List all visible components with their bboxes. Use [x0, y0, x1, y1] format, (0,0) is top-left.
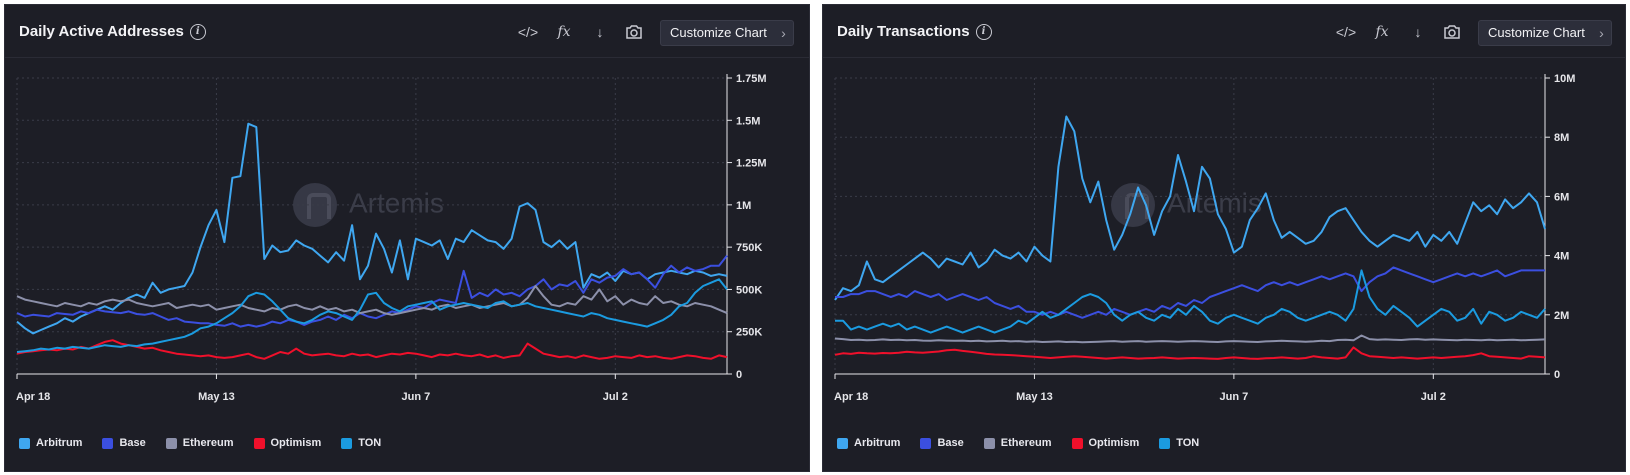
- y-tick-label: 4M: [1554, 251, 1569, 263]
- x-tick-label: Jul 2: [1421, 391, 1446, 403]
- panel-header: Daily Transactions i </> fx ↓ Customize C…: [823, 5, 1625, 58]
- y-tick-label: 250K: [736, 327, 762, 339]
- download-icon[interactable]: ↓: [596, 24, 604, 40]
- x-tick-label: Apr 18: [834, 391, 868, 403]
- legend-item-ethereum[interactable]: Ethereum: [165, 437, 234, 449]
- download-icon[interactable]: ↓: [1414, 24, 1422, 40]
- chevron-right-icon: ›: [781, 25, 786, 41]
- y-tick-label: 6M: [1554, 191, 1569, 203]
- series-line-base: [835, 266, 1545, 319]
- x-tick-label: May 13: [198, 391, 235, 403]
- embed-code-icon[interactable]: </>: [1335, 24, 1357, 40]
- legend-swatch: [983, 437, 995, 449]
- chart-legend: Arbitrum Base Ethereum Optimism TON: [837, 437, 1199, 449]
- legend-item-base[interactable]: Base: [102, 437, 146, 449]
- info-icon[interactable]: i: [189, 24, 206, 41]
- chart-panel-daily-transactions: Daily Transactions i </> fx ↓ Customize C…: [822, 4, 1626, 472]
- series-line-base: [16, 254, 728, 328]
- series-line-optimism: [16, 339, 728, 360]
- x-tick-label: Jul 2: [603, 391, 628, 403]
- customize-chart-button[interactable]: Customize Chart ›: [660, 20, 794, 46]
- legend-swatch: [19, 437, 30, 449]
- y-tick-label: 8M: [1554, 132, 1569, 144]
- y-tick-label: 10M: [1554, 73, 1575, 85]
- legend-swatch: [920, 437, 932, 449]
- legend-swatch: [1159, 437, 1171, 449]
- chart-plot-area[interactable]: 0 2M 4M 6M 8M 10M Apr 18 May 13 Jun 7 Jul 2: [823, 58, 1625, 403]
- legend-swatch: [165, 437, 177, 449]
- series-line-arbitrum: [16, 122, 728, 335]
- watermark: Artemis: [293, 183, 444, 227]
- chevron-right-icon: ›: [1599, 25, 1604, 41]
- panel-header: Daily Active Addresses i </> fx ↓ Customi…: [5, 5, 809, 58]
- series-line-ethereum: [834, 334, 1546, 344]
- legend-swatch: [341, 437, 353, 449]
- legend-item-base[interactable]: Base: [920, 437, 964, 449]
- chart-panel-daily-active-addresses: Daily Active Addresses i </> fx ↓ Customi…: [4, 4, 810, 472]
- series-line-ton: [16, 278, 728, 353]
- legend-swatch: [837, 437, 848, 449]
- y-tick-label: 500K: [736, 284, 762, 296]
- y-tick-label: 0: [736, 369, 742, 381]
- x-tick-label: Jun 7: [1220, 391, 1249, 403]
- series-line-optimism: [834, 346, 1546, 360]
- x-tick-label: May 13: [1016, 391, 1053, 403]
- y-tick-label: 750K: [736, 242, 762, 254]
- x-tick-label: Apr 18: [16, 391, 50, 403]
- y-tick-label: 1.5M: [736, 115, 760, 127]
- artemis-logo-icon: [293, 183, 337, 227]
- camera-icon[interactable]: [623, 22, 645, 42]
- x-tick-label: Jun 7: [402, 391, 431, 403]
- series-line-ethereum: [16, 285, 728, 316]
- legend-item-optimism[interactable]: Optimism: [1071, 437, 1139, 449]
- legend-item-optimism[interactable]: Optimism: [253, 437, 321, 449]
- legend-item-arbitrum[interactable]: Arbitrum: [19, 437, 82, 449]
- chart-plot-area[interactable]: 0 250K 500K 750K 1M 1.25M 1.5M 1.75M Apr 18 May 1…: [5, 58, 809, 403]
- formula-icon[interactable]: fx: [1375, 24, 1389, 40]
- y-tick-label: 1.75M: [736, 73, 767, 85]
- series-line-arbitrum: [834, 115, 1546, 301]
- legend-swatch: [1071, 437, 1083, 449]
- legend-item-ton[interactable]: TON: [1159, 437, 1199, 449]
- y-tick-label: 2M: [1554, 310, 1569, 322]
- customize-chart-button[interactable]: Customize Chart ›: [1478, 20, 1612, 46]
- chart-legend: Arbitrum Base Ethereum Optimism TON: [19, 437, 381, 449]
- embed-code-icon[interactable]: </>: [517, 24, 539, 40]
- chart-title: Daily Active Addresses i: [19, 23, 206, 41]
- grid: [834, 77, 1550, 379]
- formula-icon[interactable]: fx: [557, 24, 571, 40]
- y-tick-label: 1.25M: [736, 158, 767, 170]
- legend-item-ton[interactable]: TON: [341, 437, 381, 449]
- legend-item-arbitrum[interactable]: Arbitrum: [837, 437, 900, 449]
- chart-title: Daily Transactions i: [837, 23, 992, 41]
- camera-icon[interactable]: [1441, 22, 1463, 42]
- y-tick-label: 1M: [736, 200, 751, 212]
- legend-swatch: [102, 437, 114, 449]
- series-line-ton: [835, 269, 1546, 334]
- grid: [16, 77, 732, 379]
- info-icon[interactable]: i: [975, 24, 992, 41]
- legend-swatch: [253, 437, 265, 449]
- legend-item-ethereum[interactable]: Ethereum: [983, 437, 1052, 449]
- y-tick-label: 0: [1554, 369, 1560, 381]
